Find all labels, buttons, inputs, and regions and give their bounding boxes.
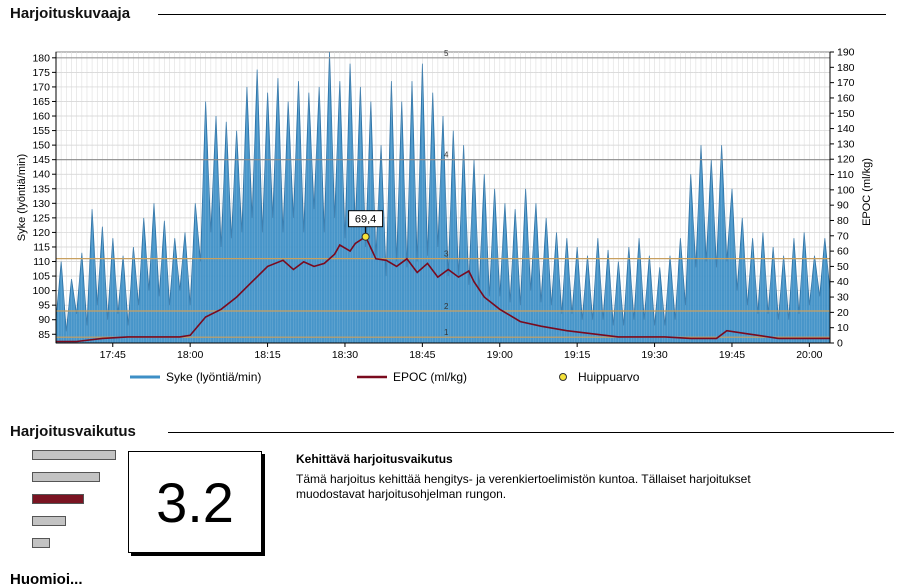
right-tick-label: 170 <box>837 77 855 89</box>
effect-section-rule <box>168 432 894 433</box>
effect-level-scale <box>32 450 122 554</box>
x-tick-label: 18:00 <box>177 349 203 361</box>
x-tick-label: 19:30 <box>641 349 667 361</box>
left-tick-label: 125 <box>32 212 50 224</box>
chart-section-title: Harjoituskuvaaja <box>10 5 131 22</box>
legend-epoc-label: EPOC (ml/kg) <box>393 370 467 384</box>
effect-section-title: Harjoitusvaikutus <box>10 423 136 440</box>
x-tick-label: 20:00 <box>796 349 822 361</box>
x-tick-label: 19:00 <box>487 349 513 361</box>
zone-label-1: 1 <box>444 328 449 337</box>
left-tick-label: 150 <box>32 140 50 152</box>
x-tick-label: 19:15 <box>564 349 590 361</box>
right-tick-label: 50 <box>837 261 849 273</box>
effect-level-bar-2 <box>32 516 66 526</box>
right-tick-label: 60 <box>837 246 849 258</box>
effect-heading: Kehittävä harjoitusvaikutus <box>296 452 453 466</box>
left-tick-label: 160 <box>32 111 50 123</box>
left-tick-label: 175 <box>32 67 50 79</box>
left-tick-label: 165 <box>32 96 50 108</box>
zone-label-2: 2 <box>444 302 449 311</box>
effect-level-bar-4 <box>32 472 100 482</box>
right-tick-label: 190 <box>837 47 855 59</box>
x-tick-label: 17:45 <box>100 349 126 361</box>
zone-label-3: 3 <box>444 250 449 259</box>
left-tick-label: 145 <box>32 154 50 166</box>
right-tick-label: 20 <box>837 307 849 319</box>
peak-marker <box>361 232 370 241</box>
right-tick-label: 130 <box>837 138 855 150</box>
x-tick-label: 18:15 <box>254 349 280 361</box>
right-tick-label: 80 <box>837 215 849 227</box>
left-tick-label: 180 <box>32 52 50 64</box>
chart-section-rule <box>158 14 886 15</box>
right-tick-label: 120 <box>837 154 855 166</box>
left-axis-label: Syke (lyöntiä/min) <box>16 154 28 241</box>
left-tick-label: 95 <box>38 300 50 312</box>
right-tick-label: 10 <box>837 322 849 334</box>
right-tick-label: 70 <box>837 230 849 242</box>
left-tick-label: 135 <box>32 183 50 195</box>
legend-peak-label: Huippuarvo <box>578 370 640 384</box>
zone-label-5: 5 <box>444 49 449 58</box>
right-tick-label: 150 <box>837 108 855 120</box>
right-tick-label: 90 <box>837 200 849 212</box>
next-section-title: Huomioi... <box>10 571 83 588</box>
training-chart: 5432169,48590951001051101151201251301351… <box>16 47 873 385</box>
effect-score-box: 3.2 <box>128 451 262 553</box>
peak-label: 69,4 <box>355 214 376 226</box>
right-tick-label: 100 <box>837 184 855 196</box>
left-tick-label: 110 <box>33 256 50 268</box>
right-tick-label: 110 <box>837 169 854 181</box>
right-tick-label: 140 <box>837 123 855 135</box>
effect-level-bar-1 <box>32 538 50 548</box>
left-tick-label: 100 <box>32 285 50 297</box>
right-tick-label: 0 <box>837 338 843 350</box>
left-tick-label: 155 <box>32 125 50 137</box>
left-tick-label: 170 <box>32 81 50 93</box>
left-tick-label: 120 <box>32 227 50 239</box>
zone-label-4: 4 <box>444 151 449 160</box>
right-tick-label: 160 <box>837 92 855 104</box>
legend-heart-rate-label: Syke (lyöntiä/min) <box>166 370 261 384</box>
left-tick-label: 85 <box>38 329 50 341</box>
effect-level-bar-5 <box>32 450 116 460</box>
left-tick-label: 130 <box>32 198 50 210</box>
left-tick-label: 90 <box>38 314 50 326</box>
right-tick-label: 40 <box>837 276 849 288</box>
right-axis-label: EPOC (ml/kg) <box>861 158 873 226</box>
legend-peak-swatch <box>559 373 567 381</box>
x-tick-label: 18:30 <box>332 349 358 361</box>
left-tick-label: 105 <box>32 271 50 283</box>
left-tick-label: 140 <box>32 169 50 181</box>
effect-score-value: 3.2 <box>156 470 234 534</box>
x-tick-label: 19:45 <box>719 349 745 361</box>
right-tick-label: 180 <box>837 62 855 74</box>
heart-rate-area <box>55 51 831 344</box>
effect-level-bar-3 <box>32 494 84 504</box>
right-tick-label: 30 <box>837 292 849 304</box>
left-tick-label: 115 <box>33 241 50 253</box>
epoc-line <box>56 235 830 343</box>
x-tick-label: 18:45 <box>409 349 435 361</box>
effect-description: Tämä harjoitus kehittää hengitys- ja ver… <box>296 472 751 501</box>
